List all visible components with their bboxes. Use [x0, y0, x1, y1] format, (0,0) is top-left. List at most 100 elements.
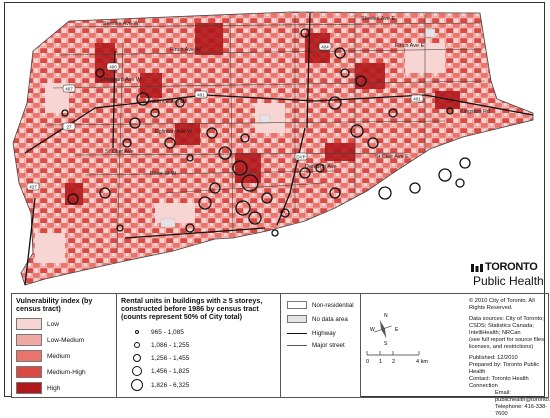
scale-bar: 0 1 2 4 km [366, 351, 428, 365]
map-figure: Steeles Ave W Steeles Ave E Finch Ave W … [4, 2, 550, 417]
map-features-legend: Non-residential No data area Highway Maj… [281, 293, 361, 398]
rental-legend-item: 1,086 - 1,255 [129, 340, 189, 350]
vulnerability-label: Medium [47, 352, 71, 360]
compass-w: W [370, 327, 375, 333]
highway-shields: 404 401 401 407 400 427 DVP 27 [26, 42, 424, 191]
scale-tick-end: 4 km [416, 359, 428, 365]
no-data-swatch [287, 315, 307, 323]
highway-shield: 404 [318, 42, 332, 51]
svg-text:DVP: DVP [296, 155, 305, 160]
major-street-label: Major street [312, 341, 345, 349]
road-label-bloor-w: Bloor St W [150, 171, 177, 177]
rental-unit-circles [61, 28, 471, 237]
rental-circle-symbol [132, 366, 142, 376]
svg-text:27: 27 [66, 125, 72, 130]
non-residential-label: Non-residential [312, 301, 354, 309]
road-label-kingston: Kingston Rd [460, 109, 490, 115]
vulnerability-legend-item: High [16, 381, 60, 395]
highway-shield: 401 [410, 94, 424, 103]
rental-range-label: 965 - 1,085 [151, 328, 184, 336]
rental-circle-symbol [135, 330, 139, 334]
contact-text: Contact: Toronto Health Connection [469, 376, 529, 389]
data-sources-text: Data sources: City of Toronto; CSDS; Sta… [469, 316, 544, 336]
highway-shield: 427 [26, 182, 40, 191]
vulnerability-swatch [16, 382, 42, 394]
rental-range-label: 1,256 - 1,455 [151, 354, 190, 362]
rental-legend-item: 965 - 1,085 [129, 327, 184, 337]
svg-text:407: 407 [65, 87, 73, 92]
vulnerability-legend-item: Medium-High [16, 365, 86, 379]
toronto-public-health-logo: TORONTO Public Health [471, 261, 545, 291]
vulnerability-legend-item: Medium [16, 349, 70, 363]
major-streets [44, 15, 486, 254]
compass-icon [374, 320, 392, 338]
compass-and-scale: N S W E 0 1 2 4 km [366, 313, 428, 365]
road-label-sheppard-w: Sheppard Ave W [100, 77, 142, 83]
road-label-st-clair-e: St Clair Ave E [375, 154, 409, 160]
road-label-steeles-e: Steeles Ave E [361, 16, 395, 22]
highway-shield: 401 [194, 90, 208, 99]
logo-text-toronto: TORONTO [485, 261, 538, 273]
prepared-by-text: Prepared by: Toronto Public Health [469, 362, 540, 375]
legend-item-no-data: No data area [287, 314, 348, 324]
rental-range-label: 1,826 - 6,325 [151, 381, 190, 389]
vulnerability-swatch [16, 350, 42, 362]
rental-circle-symbol [133, 354, 141, 362]
low-vulnerability-areas [35, 43, 445, 263]
map-credits: © 2010 City of Toronto. All Rights Reser… [361, 293, 550, 417]
road-label-finch-e: Finch Ave E [395, 43, 425, 49]
vulnerability-label: Low [47, 320, 59, 328]
road-label-lawrence-w: Lawrence Ave W [145, 99, 187, 105]
road-label-danforth: Danforth Ave [305, 164, 337, 170]
svg-text:404: 404 [321, 45, 329, 50]
compass-n: N [384, 313, 388, 319]
scale-tick-0: 0 [366, 359, 369, 365]
road-label-finch-w: Finch Ave W [170, 47, 202, 53]
highway-line-symbol [287, 333, 307, 334]
compass-s: S [384, 341, 388, 347]
vulnerability-swatch [16, 334, 42, 346]
rental-units-legend: Rental units in buildings with ≥ 5 store… [117, 293, 281, 398]
major-street-line-symbol [287, 345, 307, 346]
legend-item-non-residential: Non-residential [287, 300, 354, 310]
scale-tick-1: 1 [379, 359, 382, 365]
toronto-map: Steeles Ave W Steeles Ave E Finch Ave W … [12, 11, 534, 286]
compass-e: E [395, 327, 399, 333]
svg-text:401: 401 [197, 93, 205, 98]
non-residential-swatch [287, 301, 307, 309]
legend-item-major-street: Major street [287, 340, 345, 350]
vulnerability-legend: Vulnerability index (by census tract) Lo… [11, 293, 117, 398]
highway-label: Highway [312, 329, 336, 337]
rental-range-label: 1,086 - 1,255 [151, 341, 190, 349]
vulnerability-label: Medium-High [47, 368, 86, 376]
road-label-st-clair-w: St Clair Ave [105, 149, 134, 155]
scale-tick-2: 2 [392, 359, 395, 365]
road-labels: Steeles Ave W Steeles Ave E Finch Ave W … [100, 16, 490, 177]
vulnerability-legend-item: Low-Medium [16, 333, 84, 347]
rental-legend-item: 1,826 - 6,325 [129, 379, 190, 391]
road-label-eglinton-w: Eglinton Ave W [155, 129, 193, 135]
no-data-label: No data area [312, 315, 348, 323]
highway-shield: 407 [62, 84, 76, 93]
rental-legend-title: Rental units in buildings with ≥ 5 store… [121, 296, 263, 321]
legend-item-highway: Highway [287, 328, 336, 338]
logo-text-public-health: Public Health [473, 274, 544, 288]
vulnerability-legend-item: Low [16, 317, 59, 331]
city-boundary [12, 11, 534, 286]
data-sources-note: (see full report for source files, licen… [469, 337, 546, 350]
rental-circle-symbol [131, 379, 143, 391]
road-label-steeles-w: Steeles Ave W [103, 21, 139, 27]
vulnerability-swatch [16, 318, 42, 330]
city-hall-icon [471, 264, 483, 272]
rental-circle-symbol [134, 342, 140, 348]
rental-legend-item: 1,456 - 1,825 [129, 366, 189, 376]
published-text: Published: 12/2010 [469, 355, 518, 361]
vulnerability-label: High [47, 384, 61, 392]
svg-text:427: 427 [29, 185, 37, 190]
rental-range-label: 1,456 - 1,825 [151, 367, 190, 375]
vulnerability-label: Low-Medium [47, 336, 85, 344]
telephone-text: Telephone: 416-338-7600 [495, 404, 548, 417]
svg-text:401: 401 [413, 97, 421, 102]
rental-legend-item: 1,256 - 1,455 [129, 353, 189, 363]
vulnerability-swatch [16, 366, 42, 378]
